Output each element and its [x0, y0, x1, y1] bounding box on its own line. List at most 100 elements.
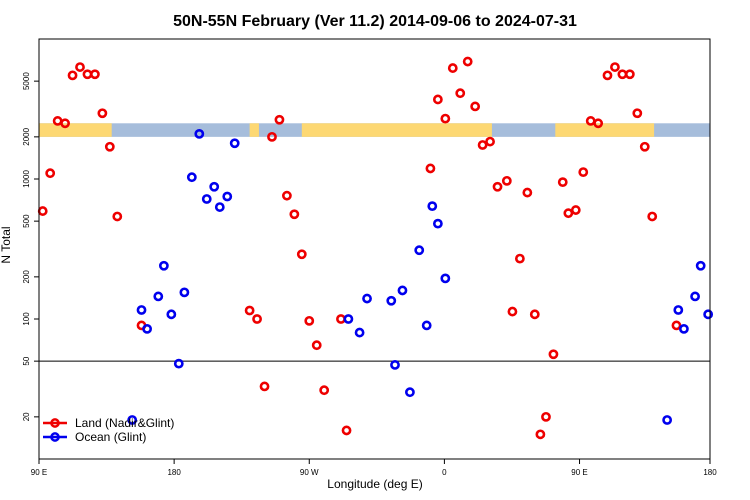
ocean-point-24 — [427, 201, 438, 212]
legend-land-marker — [50, 418, 60, 428]
y-tick-label-50: 50 — [22, 356, 31, 365]
land-point-52 — [624, 69, 635, 80]
ocean-point-13 — [222, 191, 233, 202]
land-point-41 — [541, 411, 551, 422]
land-point-5 — [75, 62, 85, 72]
land-point-51 — [617, 69, 628, 80]
land-point-6 — [82, 69, 93, 80]
land-point-47 — [585, 116, 596, 126]
land-point-30 — [462, 56, 473, 67]
ocean-point-29 — [679, 323, 689, 334]
surface-band-land-0 — [39, 123, 112, 137]
land-point-16 — [274, 114, 285, 125]
ocean-point-22 — [414, 245, 425, 256]
land-point-13 — [252, 314, 262, 324]
surface-band-land-3 — [555, 123, 655, 137]
x-tick-label-2: 90 W — [300, 468, 319, 477]
land-point-14 — [259, 381, 270, 392]
ocean-point-2 — [142, 323, 153, 334]
ocean-point-21 — [405, 387, 415, 398]
land-point-35 — [501, 175, 512, 186]
ocean-point-16 — [354, 327, 365, 338]
x-tick-label-1: 180 — [167, 468, 181, 477]
legend: Land (Nadir&Glint) Ocean (Glint) — [43, 416, 174, 444]
land-point-38 — [522, 187, 533, 198]
land-point-21 — [311, 340, 322, 351]
land-point-44 — [563, 208, 574, 219]
land-point-50 — [610, 62, 620, 72]
land-point-20 — [304, 315, 315, 326]
y-tick-label-200: 200 — [22, 270, 31, 284]
land-point-7 — [90, 69, 100, 80]
land-point-55 — [647, 211, 658, 222]
x-axis-label: Longitude (deg E) — [327, 477, 422, 491]
x-axis-ticks: 90 E 180 90 W 0 90 E 180 — [31, 459, 717, 477]
land-point-25 — [425, 163, 436, 174]
ocean-point-18 — [386, 295, 397, 306]
legend-land-label: Land (Nadir&Glint) — [75, 416, 174, 430]
legend-ocean-label: Ocean (Glint) — [75, 430, 146, 444]
land-point-37 — [514, 253, 525, 264]
ocean-point-15 — [343, 314, 354, 324]
land-point-31 — [470, 101, 481, 112]
land-point-34 — [492, 181, 503, 192]
ocean-point-4 — [158, 260, 169, 271]
land-point-2 — [52, 116, 63, 126]
legend-ocean-marker — [50, 432, 60, 442]
y-tick-label-5000: 5000 — [22, 72, 31, 90]
ocean-point-20 — [397, 285, 408, 296]
plot-frame — [38, 38, 711, 460]
ocean-point-19 — [390, 360, 400, 370]
x-tick-label-4: 90 E — [571, 468, 587, 477]
land-point-12 — [244, 305, 255, 316]
ocean-point-14 — [229, 138, 240, 149]
ocean-point-1 — [136, 305, 147, 315]
y-tick-label-1000: 1000 — [22, 170, 31, 188]
land-point-29 — [455, 88, 466, 99]
land-point-10 — [112, 211, 123, 222]
ocean-point-7 — [179, 287, 190, 298]
land-point-4 — [67, 70, 78, 81]
data-points — [37, 56, 714, 440]
ocean-point-27 — [662, 415, 673, 425]
land-point-32 — [477, 140, 488, 150]
ocean-point-28 — [673, 305, 684, 315]
land-point-24 — [341, 425, 352, 436]
ocean-point-25 — [432, 218, 443, 229]
land-point-54 — [639, 141, 650, 152]
ocean-point-17 — [362, 293, 372, 304]
x-tick-label-5: 180 — [703, 468, 717, 477]
land-point-40 — [535, 429, 546, 440]
land-point-33 — [485, 136, 495, 147]
land-point-39 — [529, 309, 540, 320]
land-point-43 — [557, 177, 568, 188]
ocean-point-26 — [440, 273, 451, 284]
y-tick-label-20: 20 — [22, 412, 31, 421]
y-tick-label-100: 100 — [22, 312, 31, 326]
ocean-point-8 — [186, 172, 197, 183]
land-point-49 — [602, 70, 613, 81]
ocean-point-23 — [421, 320, 432, 331]
land-point-9 — [104, 141, 115, 152]
ocean-point-0 — [127, 415, 138, 425]
land-point-8 — [97, 108, 108, 119]
y-axis-ticks: 20 50 100 200 500 1000 2000 5000 — [22, 72, 39, 421]
land-point-18 — [289, 209, 300, 220]
land-point-53 — [632, 108, 643, 119]
ocean-point-11 — [209, 181, 220, 192]
x-tick-label-3: 0 — [442, 468, 447, 477]
ocean-point-6 — [173, 358, 184, 369]
chart-title: 50N-55N February (Ver 11.2) 2014-09-06 t… — [173, 13, 577, 30]
land-point-1 — [45, 168, 56, 179]
y-axis-label: N Total — [0, 226, 13, 263]
land-point-36 — [507, 306, 518, 317]
land-point-17 — [281, 190, 292, 201]
land-point-48 — [593, 118, 604, 129]
surface-band-land-2 — [301, 123, 492, 137]
land-point-42 — [548, 349, 559, 360]
ocean-point-3 — [153, 291, 164, 302]
land-point-23 — [336, 314, 346, 324]
land-point-26 — [432, 94, 443, 105]
land-point-0 — [37, 206, 48, 216]
